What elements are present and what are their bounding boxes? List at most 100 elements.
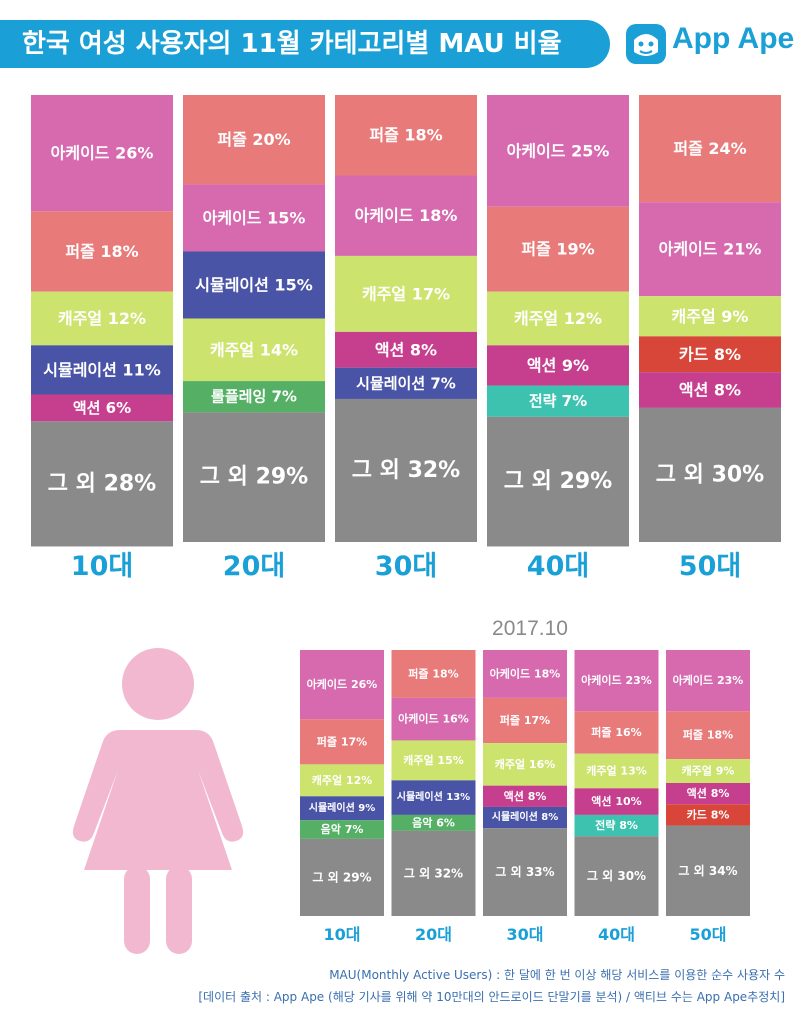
nov-bar-2-label-0: 퍼즐 18%: [369, 126, 442, 145]
oct-age-label-3: 40대: [598, 925, 635, 944]
oct-bar-1-label-5: 그 외 32%: [404, 865, 463, 880]
nov-age-label-4: 50대: [679, 551, 741, 582]
nov-bar-2-segment-0: [335, 95, 477, 176]
footer-mau-note: MAU(Monthly Active Users) : 한 달에 한 번 이상 …: [329, 968, 785, 982]
oct-bar-2-segment-4: [483, 806, 567, 829]
oct-bar-1-label-2: 캐주얼 15%: [403, 753, 464, 767]
nov-bar-4-label-5: 그 외 30%: [656, 462, 764, 487]
nov-bar-3-segment-4: [487, 385, 629, 417]
oct-bar-0-label-2: 캐주얼 12%: [312, 773, 373, 787]
nov-bar-4-segment-5: [639, 407, 781, 542]
nov-bar-0-label-0: 아케이드 26%: [51, 144, 154, 163]
nov-bar-1-segment-0: [183, 95, 325, 185]
nov-bar-4-segment-2: [639, 296, 781, 337]
nov-bar-2-segment-1: [335, 175, 477, 256]
nov-bar-3-label-4: 전략 7%: [529, 392, 587, 410]
nov-bar-4-label-2: 캐주얼 9%: [672, 307, 749, 326]
nov-bar-0-label-2: 캐주얼 12%: [58, 309, 146, 328]
nov-age-label-0: 10대: [71, 551, 133, 582]
oct-bar-1-label-4: 음악 6%: [412, 816, 455, 829]
nov-bar-4-label-3: 카드 8%: [679, 345, 741, 364]
nov-bar-4-label-0: 퍼즐 24%: [673, 139, 746, 158]
nov-bar-1-segment-5: [183, 412, 325, 542]
nov-bar-0-label-1: 퍼즐 18%: [65, 242, 138, 261]
nov-bar-3-label-5: 그 외 29%: [504, 469, 612, 494]
nov-bar-3-label-0: 아케이드 25%: [507, 141, 610, 160]
oct-bar-0-segment-3: [300, 796, 384, 821]
brand-name: App Ape: [672, 22, 795, 55]
nov-bar-1-label-3: 캐주얼 14%: [210, 340, 298, 359]
oct-bar-4-label-0: 아케이드 23%: [673, 673, 744, 687]
oct-bar-1-segment-0: [391, 650, 476, 698]
nov-bar-2-label-1: 아케이드 18%: [355, 206, 458, 225]
nov-bar-3-segment-0: [487, 95, 629, 207]
oct-bar-3-segment-5: [574, 836, 659, 916]
nov-bar-0-segment-4: [31, 394, 173, 422]
oct-bar-2-label-3: 액션 8%: [504, 790, 547, 803]
nov-bar-4-segment-0: [639, 95, 781, 203]
oct-bar-4-label-4: 카드 8%: [687, 807, 730, 821]
oct-bar-3-label-5: 그 외 30%: [587, 868, 646, 883]
oct-bar-1-segment-3: [391, 780, 476, 815]
nov-bar-4-segment-1: [639, 202, 781, 297]
oct-bar-3-label-2: 캐주얼 13%: [586, 764, 647, 778]
oct-bar-1-label-0: 퍼즐 18%: [408, 666, 458, 680]
nov-bar-3-segment-5: [487, 416, 629, 547]
nov-bar-2-label-4: 시뮬레이션 7%: [356, 374, 456, 392]
nov-bar-2-segment-3: [335, 331, 477, 368]
nov-bar-3-segment-3: [487, 345, 629, 386]
nov-bar-4-label-1: 아케이드 21%: [659, 240, 762, 259]
nov-bar-3-label-2: 캐주얼 12%: [514, 309, 602, 328]
oct-bar-0-segment-5: [300, 838, 384, 916]
oct-bar-0-label-4: 음악 7%: [321, 823, 364, 836]
oct-bar-2-segment-0: [483, 650, 567, 698]
oct-bar-3-segment-1: [574, 711, 659, 754]
nov-age-label-2: 30대: [375, 551, 437, 582]
nov-bar-0-label-3: 시뮬레이션 11%: [43, 360, 160, 379]
title-banner: 한국 여성 사용자의 11월 카테고리별 MAU 비율: [0, 20, 610, 68]
nov-age-label-3: 40대: [527, 551, 589, 582]
nov-bar-1-segment-3: [183, 318, 325, 382]
oct-bar-4-segment-5: [666, 825, 750, 916]
nov-bar-1-label-4: 롤플레잉 7%: [211, 388, 297, 406]
oct-bar-1-segment-1: [391, 697, 476, 741]
nov-bar-1-segment-2: [183, 251, 325, 319]
oct-age-label-2: 30대: [507, 925, 544, 944]
oct-bar-0-label-0: 아케이드 26%: [307, 677, 378, 691]
nov-bar-3-label-1: 퍼즐 19%: [521, 240, 594, 259]
oct-bar-0-segment-0: [300, 650, 384, 720]
oct-bar-4-label-3: 액션 8%: [687, 787, 730, 800]
oct-age-label-0: 10대: [324, 925, 361, 944]
nov-bar-1-label-1: 아케이드 15%: [203, 208, 306, 227]
oct-bar-0-segment-4: [300, 820, 384, 839]
oct-bar-2-label-0: 아케이드 18%: [490, 666, 561, 680]
oct-bar-3-segment-0: [574, 650, 659, 712]
nov-bar-2-segment-5: [335, 398, 477, 542]
nov-bar-2-segment-2: [335, 255, 477, 332]
nov-bar-1-label-2: 시뮬레이션 15%: [195, 275, 312, 294]
october-chart-title: 2017.10: [492, 617, 568, 640]
oct-bar-1-label-1: 아케이드 16%: [398, 712, 469, 726]
oct-bar-2-label-5: 그 외 33%: [495, 864, 554, 879]
oct-bar-0-label-3: 시뮬레이션 9%: [309, 801, 375, 814]
oct-bar-3-label-4: 전략 8%: [595, 818, 638, 832]
oct-bar-3-segment-4: [574, 814, 659, 837]
nov-bar-2-label-5: 그 외 32%: [352, 458, 460, 483]
oct-bar-1-segment-4: [391, 814, 476, 831]
nov-bar-2-segment-4: [335, 367, 477, 399]
oct-bar-2-segment-5: [483, 828, 567, 916]
oct-bar-1-label-3: 시뮬레이션 13%: [397, 790, 470, 803]
nov-bar-0-segment-0: [31, 95, 173, 212]
nov-bar-1-segment-4: [183, 381, 325, 413]
oct-bar-2-label-4: 시뮬레이션 8%: [492, 810, 558, 823]
nov-bar-1-segment-1: [183, 184, 325, 252]
oct-bar-0-segment-2: [300, 764, 384, 797]
nov-bar-4-segment-3: [639, 336, 781, 373]
oct-bar-3-segment-2: [574, 753, 659, 789]
nov-bar-0-segment-5: [31, 421, 173, 547]
nov-bar-0-segment-1: [31, 211, 173, 292]
oct-bar-1-segment-2: [391, 740, 476, 781]
page-title: 한국 여성 사용자의 11월 카테고리별 MAU 비율: [22, 29, 562, 59]
nov-bar-2-label-3: 액션 8%: [375, 340, 437, 359]
